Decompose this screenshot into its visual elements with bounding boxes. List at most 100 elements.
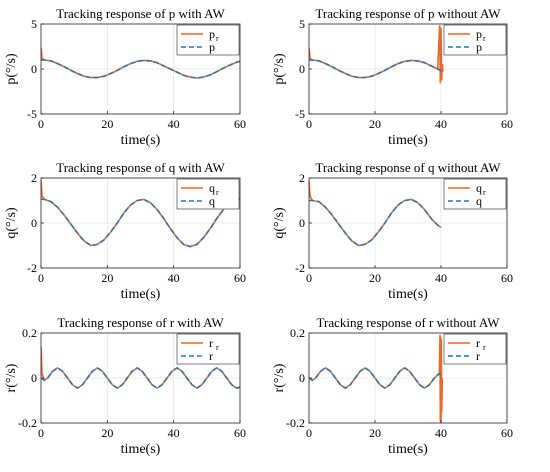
x-tick-label: 0 [38,426,44,440]
x-tick-label: 0 [306,426,312,440]
x-tick-label: 40 [168,117,180,131]
chart-title: Tracking response of p with AW [56,6,225,21]
x-tick-label: 40 [168,271,180,285]
y-axis-label: r(°/s) [4,363,19,392]
legend-entry-label: r [209,336,213,350]
legend-entry-label: p [476,40,482,54]
x-tick-label: 60 [501,271,513,285]
chart-title: Tracking response of p without AW [315,6,501,21]
x-axis-label: time(s) [388,133,428,148]
chart-title: Tracking response of q with AW [56,160,225,175]
legend-entry-subscript: r [216,188,219,197]
x-tick-label: 20 [101,117,113,131]
x-tick-label: 0 [38,271,44,285]
y-tick-label: -2 [295,261,305,275]
legend-entry-label: r [209,349,213,363]
x-tick-label: 60 [234,117,246,131]
legend-box [176,178,240,210]
y-tick-label: -0.2 [286,416,305,430]
y-tick-label: 5 [31,17,37,31]
legend-entry-subscript: r [216,343,219,352]
legend: q rq [443,178,507,210]
y-tick-label: 5 [299,17,305,31]
x-tick-label: 40 [435,271,447,285]
legend-entry-label: q [209,181,215,195]
y-tick-label: 0 [299,371,305,385]
legend: r rr [443,333,507,365]
y-tick-label: 2 [31,171,37,185]
x-tick-label: 20 [101,271,113,285]
x-tick-label: 60 [501,117,513,131]
x-tick-label: 60 [501,426,513,440]
y-axis-label: q(°/s) [4,207,19,239]
x-tick-label: 20 [101,426,113,440]
series-line-p [41,59,240,79]
y-tick-label: 0.2 [290,326,305,340]
legend-entry-subscript: r [483,343,486,352]
series-line-r [309,367,442,389]
x-tick-label: 60 [234,271,246,285]
y-tick-label: 0.2 [22,326,37,340]
y-tick-label: 0 [31,216,37,230]
y-axis-label: q(°/s) [272,207,287,239]
legend-box [176,24,240,56]
y-tick-label: -5 [27,107,37,121]
x-axis-label: time(s) [388,287,428,302]
y-axis-label: p(°/s) [272,53,287,85]
legend-entry-label: q [209,194,215,208]
legend: p rp [176,24,240,56]
x-tick-label: 20 [369,426,381,440]
legend: p rp [443,24,507,56]
x-axis-label: time(s) [121,287,161,302]
y-axis-label: p(°/s) [4,53,19,85]
legend-entry-label: p [209,27,215,41]
legend-entry-label: p [209,40,215,54]
y-tick-label: -0.2 [18,416,37,430]
y-tick-label: -5 [295,107,305,121]
x-axis-label: time(s) [388,442,428,457]
y-axis-label: r(°/s) [272,363,287,392]
legend-entry-label: q [476,194,482,208]
x-tick-label: 0 [306,271,312,285]
x-tick-label: 40 [168,426,180,440]
legend-entry-label: r [476,336,480,350]
series-line-q [41,198,240,248]
legend-entry-subscript: r [483,34,486,43]
legend-entry-label: q [476,181,482,195]
x-tick-label: 60 [234,426,246,440]
legend: q rq [176,178,240,210]
legend-entry-subscript: r [483,188,486,197]
y-tick-label: 0 [31,371,37,385]
legend-box [443,178,507,210]
chart-title: Tracking response of r without AW [317,315,501,330]
legend-entry-label: r [476,349,480,363]
y-tick-label: -2 [27,261,37,275]
chart-title: Tracking response of r with AW [57,315,224,330]
y-tick-label: 0 [31,62,37,76]
x-tick-label: 20 [369,271,381,285]
legend-box [443,333,507,365]
legend-entry-label: p [476,27,482,41]
series-line-q [309,198,442,247]
legend-box [443,24,507,56]
x-tick-label: 0 [38,117,44,131]
x-axis-label: time(s) [121,133,161,148]
legend-entry-subscript: r [216,34,219,43]
series-line-p [309,59,442,79]
legend-box [176,333,240,365]
x-tick-label: 40 [435,117,447,131]
y-tick-label: 0 [299,216,305,230]
x-tick-label: 0 [306,117,312,131]
x-tick-label: 40 [435,426,447,440]
y-tick-label: 2 [299,171,305,185]
y-tick-label: 0 [299,62,305,76]
chart-title: Tracking response of q without AW [315,160,501,175]
legend: r rr [176,333,240,365]
